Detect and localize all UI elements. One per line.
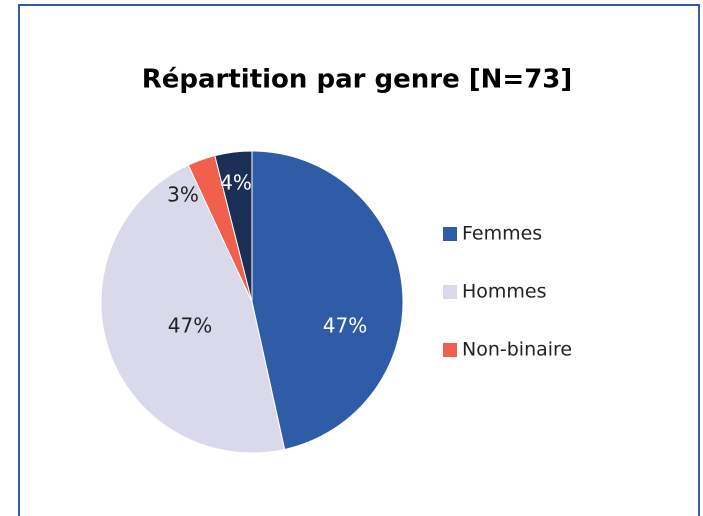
legend-label: Hommes <box>462 281 547 303</box>
chart-title: Répartition par genre [N=73] <box>142 65 573 95</box>
pie-slice <box>251 150 404 451</box>
legend-swatch <box>443 227 457 241</box>
legend-label: Non-binaire <box>462 339 572 361</box>
pie-slice <box>100 164 286 454</box>
data-label: 47% <box>323 314 367 338</box>
legend-swatch <box>443 343 457 357</box>
legend-swatch <box>443 285 457 299</box>
pie-slice <box>214 150 253 303</box>
legend-label: Femmes <box>462 223 542 245</box>
data-label: 47% <box>168 314 212 338</box>
data-label: 3% <box>167 183 199 207</box>
data-label: 4% <box>220 171 252 195</box>
